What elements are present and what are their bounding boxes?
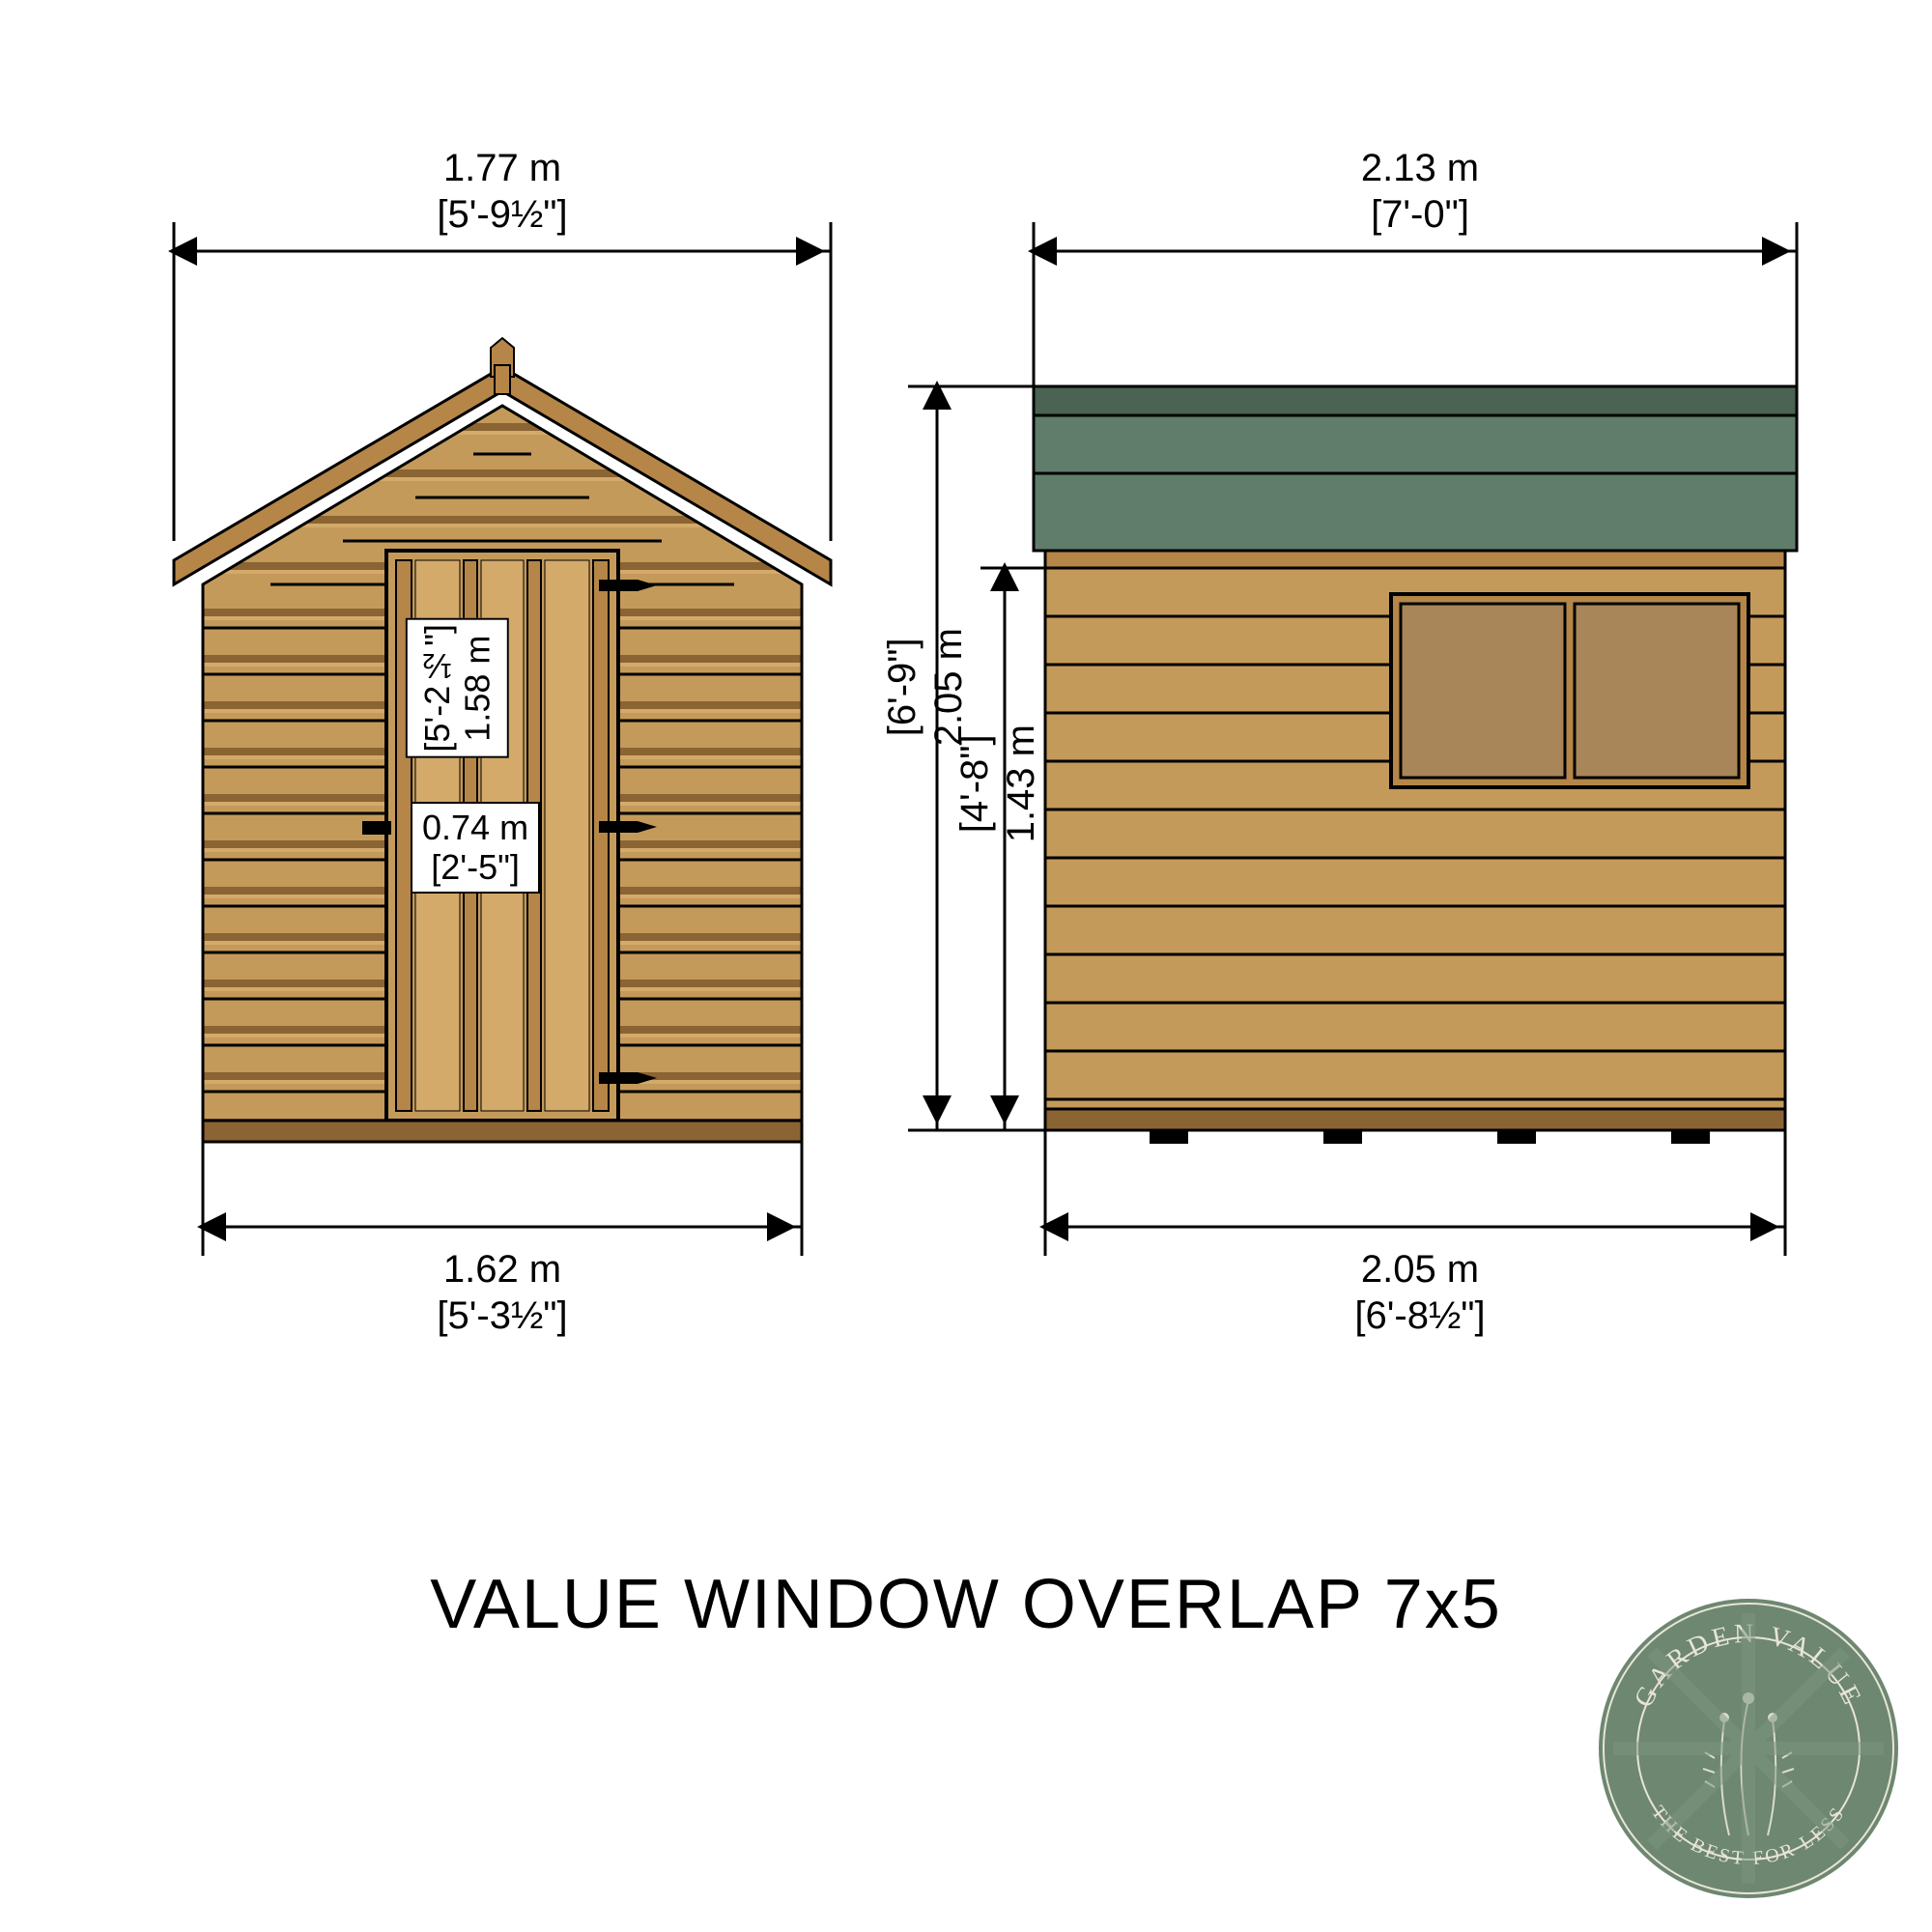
garden-value-logo: GARDEN VALUE THE BEST FOR LESS — [1594, 1594, 1903, 1903]
side-wall-height-dim: 1.43 m[4'-8"] — [952, 724, 1044, 842]
door-width-label: 0.74 m[2'-5"] — [411, 802, 540, 894]
front-bottom-dim: 1.62 m[5'-3½"] — [367, 1246, 638, 1339]
front-top-dim: 1.77 m[5'-9½"] — [367, 145, 638, 238]
side-bottom-dim: 2.05 m[6'-8½"] — [1285, 1246, 1555, 1339]
door-height-label: 1.58 m[5'-2½"] — [406, 618, 509, 763]
side-top-dim: 2.13 m[7'-0"] — [1285, 145, 1555, 238]
